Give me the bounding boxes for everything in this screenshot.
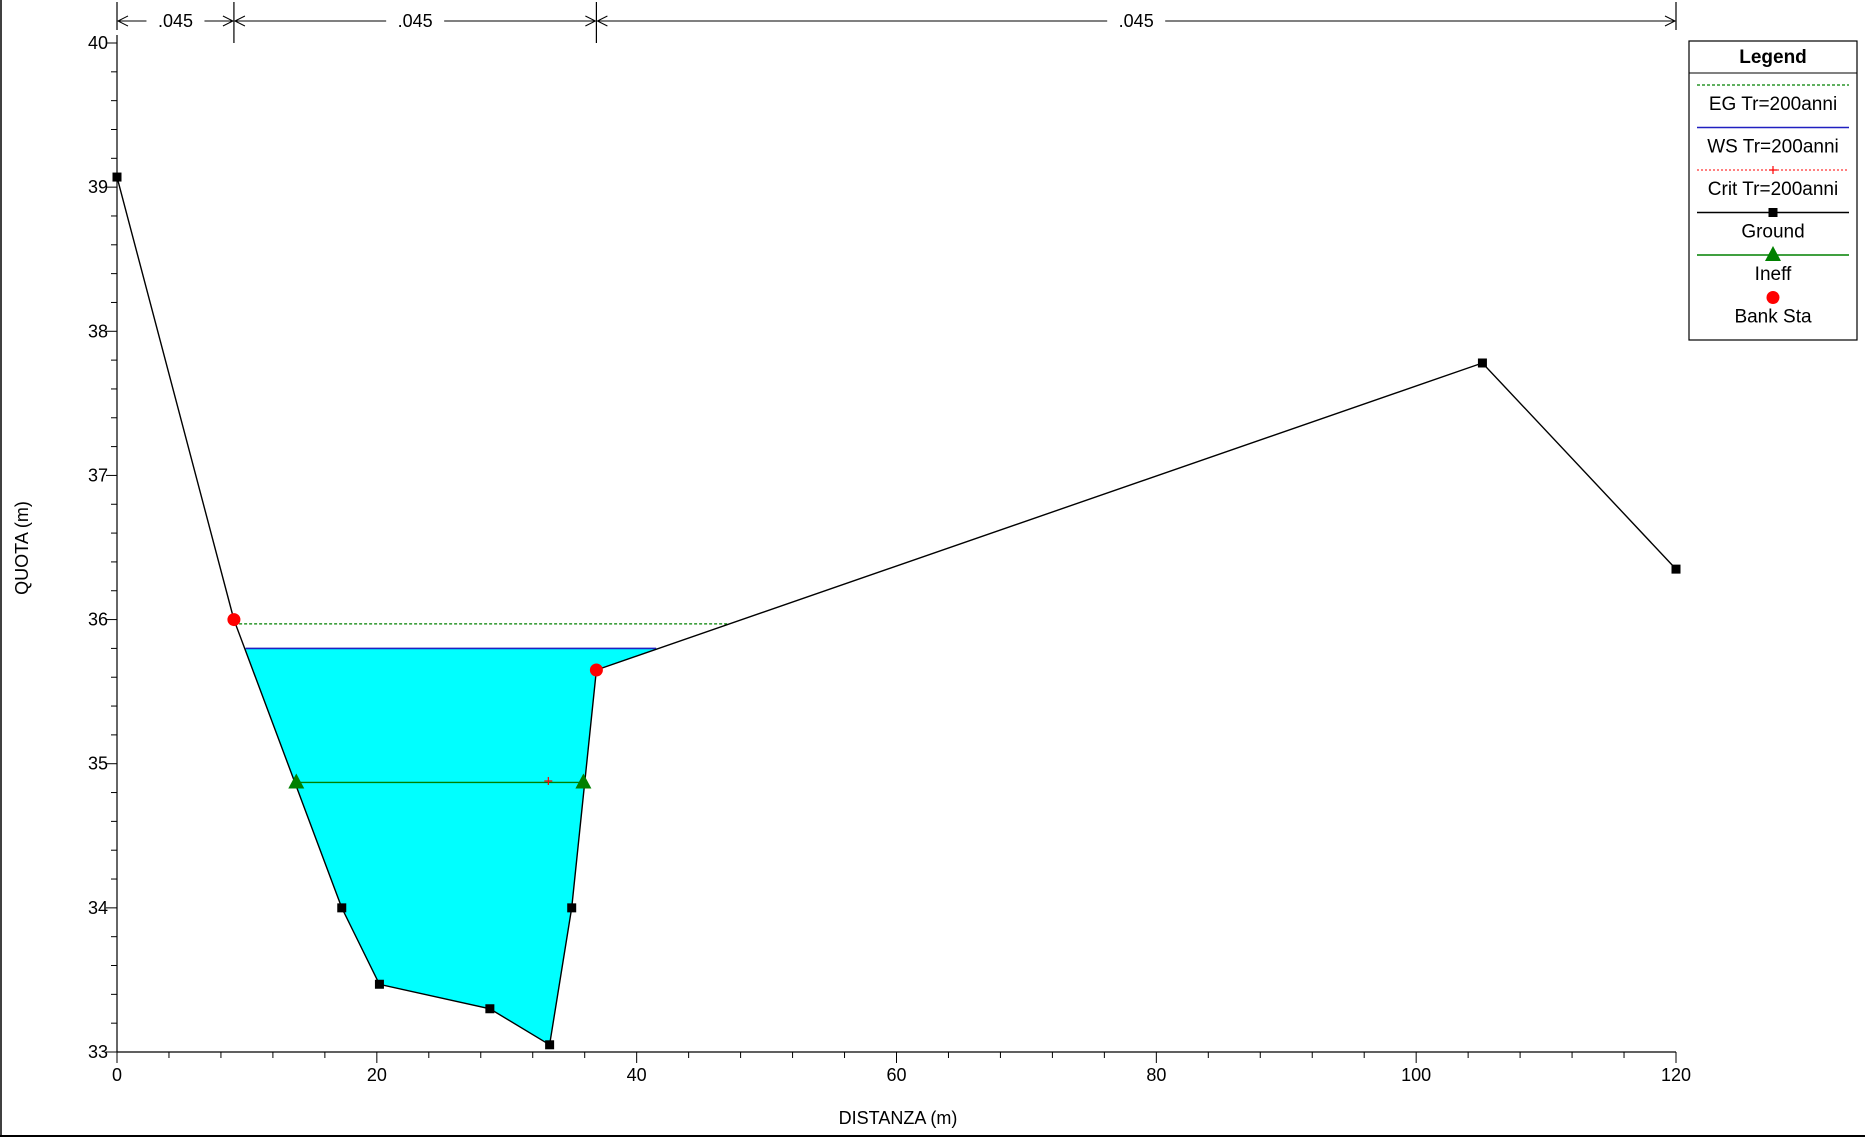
x-tick-label: 60 bbox=[886, 1065, 906, 1085]
manning-label: .045 bbox=[1119, 11, 1154, 31]
legend-entry-label: Ineff bbox=[1755, 264, 1792, 285]
ground-point bbox=[374, 979, 384, 989]
bank-station-point bbox=[227, 613, 241, 627]
manning-arrow-right bbox=[1664, 15, 1677, 27]
manning-arrow-left bbox=[596, 15, 608, 27]
manning-arrow-left bbox=[233, 15, 246, 27]
series-markers bbox=[112, 172, 1681, 1050]
legend: Legend EG Tr=200anni WS Tr=200anni Crit Tr… bbox=[1688, 40, 1858, 341]
manning-dimension-lines: .045 .045 .045 bbox=[116, 2, 1677, 43]
legend-entry-label: Crit Tr=200anni bbox=[1708, 179, 1838, 200]
x-tick-label: 120 bbox=[1661, 1065, 1691, 1085]
x-tick-label: 100 bbox=[1401, 1065, 1431, 1085]
ground-point bbox=[485, 1004, 495, 1014]
ineff-point bbox=[288, 773, 305, 789]
legend-marker-ground bbox=[1768, 208, 1778, 217]
axes: 0 20 40 60 80 100 120 33 34 35 36 37 38 39 40 bbox=[88, 33, 1691, 1085]
ground-point bbox=[337, 903, 347, 913]
manning-label: .045 bbox=[398, 11, 433, 31]
series-lines bbox=[116, 176, 1677, 1046]
y-tick-label: 38 bbox=[88, 321, 108, 341]
legend-marker-ineff bbox=[1765, 246, 1781, 261]
legend-entry-label: Bank Sta bbox=[1734, 307, 1812, 328]
y-tick-label: 33 bbox=[88, 1042, 108, 1062]
x-tick-label: 0 bbox=[112, 1065, 122, 1085]
y-tick-label: 36 bbox=[88, 610, 108, 630]
water-area bbox=[244, 648, 659, 1045]
ground-point bbox=[1477, 358, 1487, 368]
legend-title: Legend bbox=[1739, 47, 1807, 68]
x-tick-label: 80 bbox=[1146, 1065, 1166, 1085]
bank-station-point bbox=[589, 663, 603, 677]
crit-point bbox=[544, 777, 553, 786]
legend-marker-crit bbox=[1769, 166, 1777, 174]
legend-items: EG Tr=200anni WS Tr=200anni Crit Tr=200ann… bbox=[1697, 84, 1849, 328]
ineff-point bbox=[575, 773, 592, 789]
ground-line bbox=[116, 176, 1677, 1046]
x-tick-label: 20 bbox=[367, 1065, 387, 1085]
manning-arrow-right bbox=[585, 15, 597, 27]
ground-point bbox=[112, 172, 122, 182]
y-tick-label: 34 bbox=[88, 898, 108, 918]
x-axis-label: DISTANZA (m) bbox=[839, 1108, 958, 1128]
manning-arrow-left bbox=[116, 15, 129, 27]
x-tick-label: 40 bbox=[627, 1065, 647, 1085]
y-tick-label: 35 bbox=[88, 754, 108, 774]
y-tick-label: 37 bbox=[88, 465, 108, 485]
ground-point bbox=[567, 903, 577, 913]
legend-marker-bank-sta bbox=[1766, 291, 1780, 304]
legend-box bbox=[1688, 40, 1858, 341]
manning-label: .045 bbox=[158, 11, 193, 31]
legend-entry-label: Ground bbox=[1741, 222, 1804, 243]
legend-entry-label: EG Tr=200anni bbox=[1709, 94, 1837, 115]
manning-arrow-right bbox=[222, 15, 235, 27]
y-tick-label: 40 bbox=[88, 33, 108, 53]
ground-point bbox=[545, 1040, 555, 1050]
water-fill bbox=[244, 648, 659, 1045]
y-axis-label: QUOTA (m) bbox=[12, 501, 32, 595]
y-tick-label: 39 bbox=[88, 177, 108, 197]
legend-entry-label: WS Tr=200anni bbox=[1707, 137, 1839, 158]
ground-point bbox=[1671, 564, 1681, 574]
